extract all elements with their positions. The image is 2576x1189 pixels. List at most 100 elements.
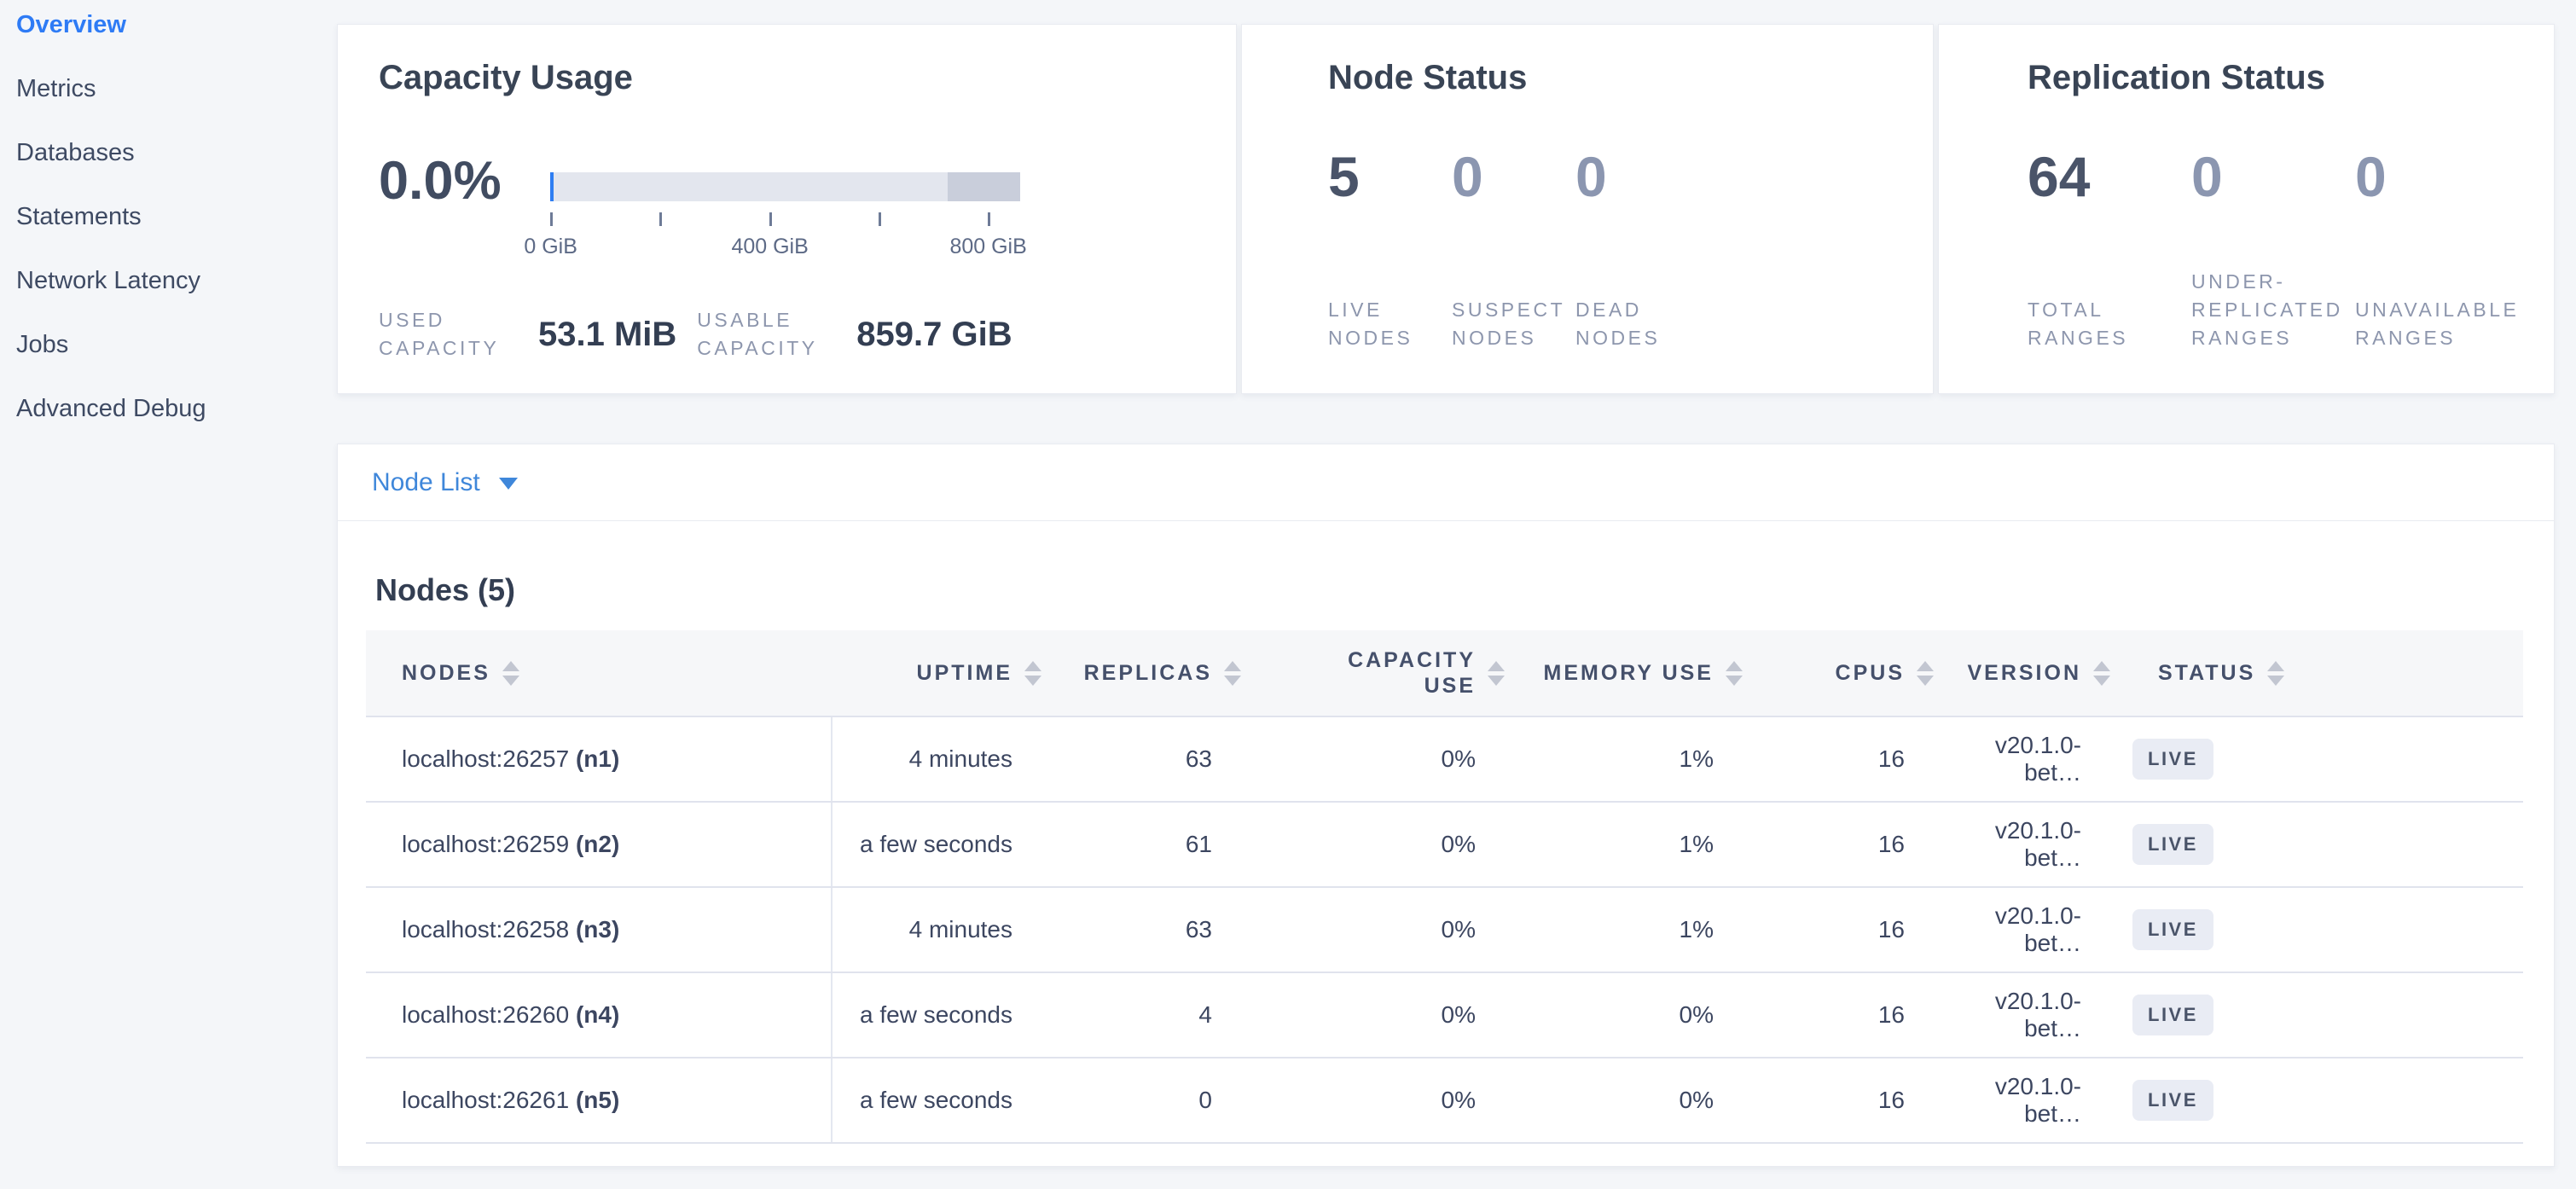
sort-icon (1488, 660, 1505, 686)
summary-stat: 5 LIVE NODES (1328, 146, 1452, 352)
column-header-inner: UPTIME (832, 660, 1055, 686)
sort-down-arrow-icon (1224, 675, 1241, 686)
cell-cpus: 16 (1756, 1058, 1947, 1144)
sort-icon (1917, 660, 1934, 686)
summary-stat: 0 SUSPECT NODES (1452, 146, 1575, 352)
column-header-inner: NODES (366, 660, 832, 686)
axis-tick (987, 212, 990, 226)
axis-tick-label: 0 GiB (524, 235, 577, 258)
sort-icon (2093, 660, 2110, 686)
usable-capacity-stat: USABLE CAPACITY 859.7 GiB (697, 306, 1012, 362)
column-header-uptime[interactable]: UPTIME (832, 630, 1055, 717)
column-header-label: CAPACITY USE (1348, 648, 1476, 698)
cell-status: LIVE (2124, 887, 2523, 973)
status-badge: LIVE (2132, 995, 2213, 1035)
nodes-table-title: Nodes (5) (375, 572, 516, 607)
capacity-bar-block: 0 GiB 400 GiB 800 GiB (524, 172, 1027, 267)
sidebar-item-jobs[interactable]: Jobs (16, 331, 69, 358)
node-id: (n5) (575, 1087, 620, 1113)
sort-down-arrow-icon (1488, 675, 1505, 686)
column-header-status[interactable]: STATUS (2124, 630, 2523, 717)
table-row: localhost:26259 (n2) a few seconds 61 0% 1% 1… (366, 802, 2523, 888)
replication-status-stats: 64 TOTAL RANGES 0 UNDER-REPLICATED RANGES 0 U… (2028, 146, 2554, 352)
node-id: (n4) (575, 1001, 620, 1028)
node-list-body: Nodes (5) NODES UPTIME REPLICAS CAPACITY US… (338, 572, 2554, 1144)
sort-down-arrow-icon (1024, 675, 1041, 686)
sidebar-item-overview[interactable]: Overview (16, 11, 126, 38)
stat-label: DEAD NODES (1575, 299, 1661, 349)
axis-tick (549, 212, 553, 226)
capacity-percent: 0.0% (379, 151, 502, 211)
column-header-memory-use[interactable]: MEMORY USE (1518, 630, 1756, 717)
nodes-table-body: localhost:26257 (n1) 4 minutes 63 0% 1% 16 v20… (366, 716, 2523, 1144)
capacity-bar (549, 172, 1020, 201)
axis-tick (878, 212, 881, 226)
cell-version: v20.1.0-bet… (1947, 802, 2124, 888)
column-header-node[interactable]: NODES (366, 630, 832, 717)
stat-label: UNAVAILABLE RANGES (2355, 299, 2520, 349)
sidebar-item-advanced-debug[interactable]: Advanced Debug (16, 395, 206, 422)
stat-value: 0 (2191, 145, 2223, 208)
sidebar-item-databases[interactable]: Databases (16, 139, 135, 166)
column-header-label: MEMORY USE (1543, 660, 1714, 685)
cell-uptime: a few seconds (832, 802, 1055, 888)
node-link[interactable]: localhost:26261 (n5) (402, 1087, 620, 1113)
cell-status: LIVE (2124, 1058, 2523, 1144)
stat-value: 0 (2355, 145, 2387, 208)
column-header-cpus[interactable]: CPUS (1756, 630, 1947, 717)
node-link[interactable]: localhost:26257 (n1) (402, 745, 620, 772)
sidebar: Overview Metrics Databases Statements Networ… (0, 0, 337, 1189)
sort-icon (2267, 660, 2285, 686)
usable-capacity-label: USABLE CAPACITY (697, 309, 818, 359)
node-link[interactable]: localhost:26259 (n2) (402, 831, 620, 857)
node-link[interactable]: localhost:26258 (n3) (402, 916, 620, 942)
column-header-label: CPUS (1835, 660, 1905, 685)
node-list-dropdown[interactable]: Node List (338, 444, 2554, 521)
nodes-table: NODES UPTIME REPLICAS CAPACITY USE MEMORY US… (366, 630, 2523, 1144)
stat-label: LIVE NODES (1328, 299, 1413, 349)
node-list-card: Node List Nodes (5) NODES UPTIME REPLICAS C… (337, 444, 2555, 1167)
node-status-card: Node Status 5 LIVE NODES 0 SUSPECT NODES 0 DE… (1241, 24, 1934, 394)
sort-up-arrow-icon (2093, 660, 2110, 671)
stat-value: 5 (1328, 145, 1360, 208)
sort-up-arrow-icon (1488, 660, 1505, 671)
stat-value: 0 (1452, 145, 1483, 208)
column-header-version[interactable]: VERSION (1947, 630, 2124, 717)
column-header-inner: CPUS (1756, 660, 1947, 686)
cell-uptime: a few seconds (832, 1058, 1055, 1144)
cell-version: v20.1.0-bet… (1947, 1058, 2124, 1144)
column-header-inner: VERSION (1947, 660, 2124, 686)
capacity-usage-card: Capacity Usage 0.0% 0 GiB 400 GiB 800 GiB … (337, 24, 1237, 394)
chevron-down-icon (498, 478, 518, 490)
axis-tick-label: 400 GiB (731, 235, 809, 258)
table-row: localhost:26257 (n1) 4 minutes 63 0% 1% 16 v20… (366, 716, 2523, 803)
cell-version: v20.1.0-bet… (1947, 972, 2124, 1058)
node-id: (n1) (575, 745, 620, 772)
column-header-replicas[interactable]: REPLICAS (1055, 630, 1255, 717)
cell-capacity-use: 0% (1255, 972, 1518, 1058)
table-row: localhost:26258 (n3) 4 minutes 63 0% 1% 16 v20… (366, 887, 2523, 973)
sidebar-item-statements[interactable]: Statements (16, 203, 142, 230)
node-link[interactable]: localhost:26260 (n4) (402, 1001, 620, 1028)
cell-capacity-use: 0% (1255, 716, 1518, 803)
sort-icon (502, 660, 519, 686)
node-list-dropdown-label: Node List (372, 467, 480, 496)
stat-value: 64 (2028, 145, 2091, 208)
table-row: localhost:26260 (n4) a few seconds 4 0% 0% 16… (366, 972, 2523, 1058)
cell-replicas: 4 (1055, 972, 1255, 1058)
sort-icon (1224, 660, 1241, 686)
summary-row: Capacity Usage 0.0% 0 GiB 400 GiB 800 GiB … (337, 24, 2555, 394)
cell-replicas: 63 (1055, 716, 1255, 803)
sort-up-arrow-icon (1024, 660, 1041, 671)
cell-memory-use: 1% (1518, 887, 1756, 973)
capacity-axis: 0 GiB 400 GiB 800 GiB (524, 212, 1027, 267)
sidebar-item-network-latency[interactable]: Network Latency (16, 267, 200, 294)
stat-label: TOTAL RANGES (2028, 299, 2129, 349)
usable-capacity-value: 859.7 GiB (856, 315, 1012, 353)
sort-up-arrow-icon (1224, 660, 1241, 671)
column-header-capacity-use[interactable]: CAPACITY USE (1255, 630, 1518, 717)
column-header-inner: REPLICAS (1055, 660, 1255, 686)
cell-memory-use: 1% (1518, 716, 1756, 803)
sort-up-arrow-icon (2267, 660, 2285, 671)
sidebar-item-metrics[interactable]: Metrics (16, 75, 96, 102)
